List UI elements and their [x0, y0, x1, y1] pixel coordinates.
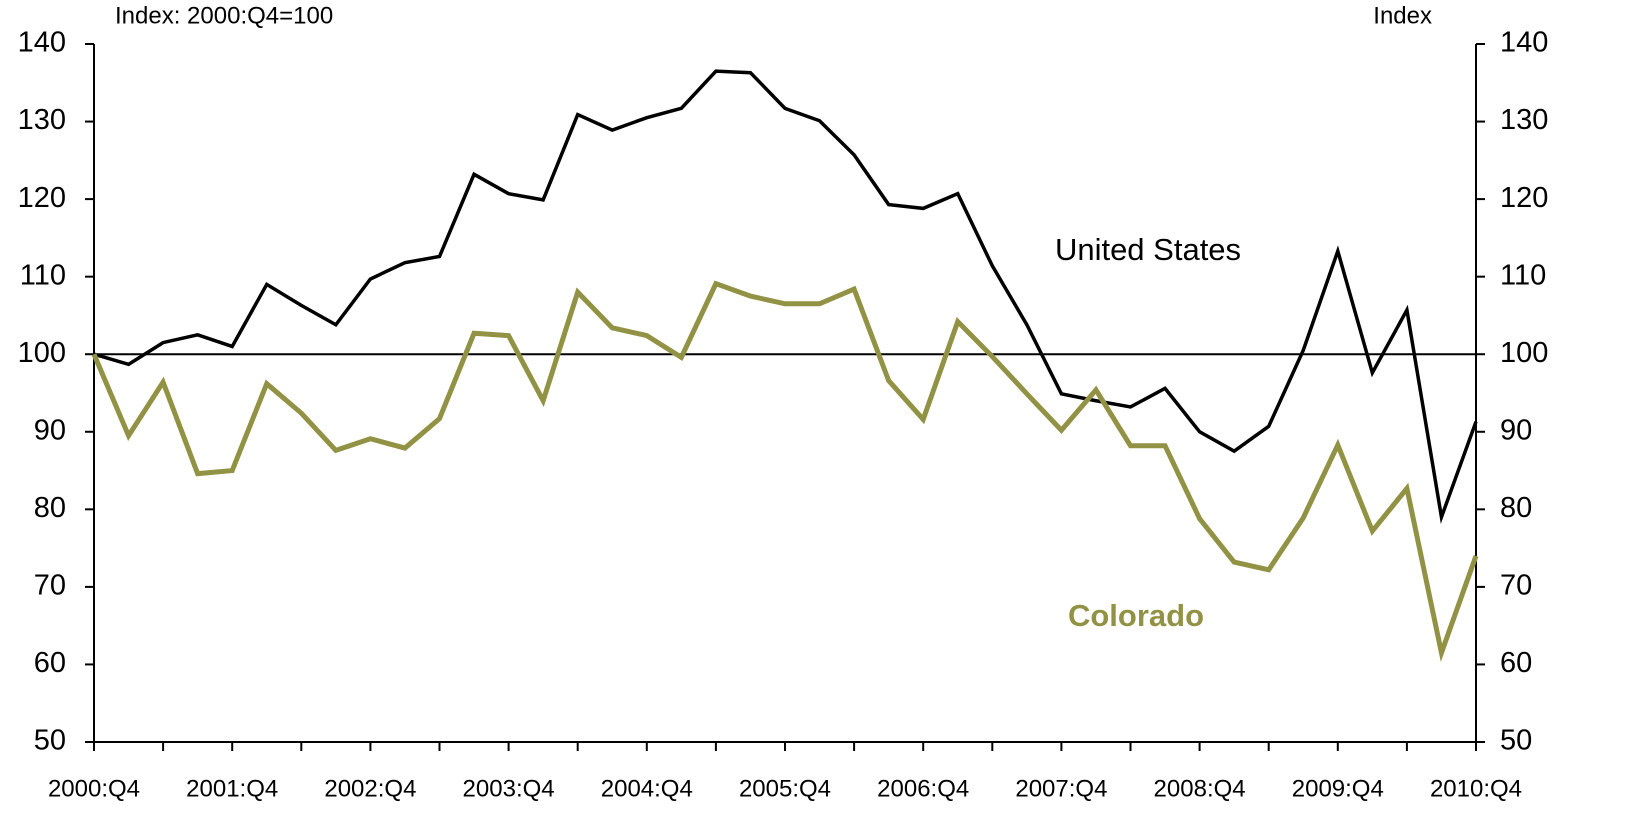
x-tick-label: 2010:Q4	[1430, 775, 1522, 802]
series-label: Colorado	[1068, 598, 1204, 633]
y-tick-label: 100	[18, 337, 66, 369]
y-tick-label: 110	[20, 259, 66, 291]
line-series	[93, 69, 1478, 524]
x-tick-label: 2007:Q4	[1015, 775, 1107, 802]
y2-tick-label: 90	[1500, 414, 1532, 446]
y2-tick-label: 110	[1500, 259, 1546, 291]
y-tick-label: 80	[34, 492, 66, 524]
line-series	[91, 280, 1479, 663]
y2-tick-label: 70	[1500, 570, 1532, 602]
y-axis-label: Index: 2000:Q4=100	[115, 2, 333, 29]
y2-axis-label: Index	[1373, 2, 1432, 29]
y-tick-label: 70	[34, 570, 66, 602]
y-tick-label: 120	[18, 182, 66, 214]
y2-tick-label: 100	[1500, 337, 1548, 369]
y2-tick-label: 50	[1500, 725, 1532, 757]
x-tick-label: 2005:Q4	[739, 775, 831, 802]
x-tick-label: 2003:Q4	[463, 775, 555, 802]
x-tick-label: 2009:Q4	[1292, 775, 1384, 802]
x-tick-label: 2001:Q4	[186, 775, 278, 802]
y2-tick-label: 120	[1500, 182, 1548, 214]
y2-tick-label: 80	[1500, 492, 1532, 524]
y2-tick-label: 130	[1500, 104, 1548, 136]
y2-tick-label: 60	[1500, 647, 1532, 679]
y-tick-label: 90	[34, 414, 66, 446]
x-tick-label: 2002:Q4	[324, 775, 416, 802]
y-tick-label: 50	[34, 725, 66, 757]
y-tick-label: 130	[18, 104, 66, 136]
series-label: United States	[1055, 232, 1241, 267]
x-tick-label: 2006:Q4	[877, 775, 969, 802]
x-tick-label: 2000:Q4	[48, 775, 140, 802]
y-tick-label: 60	[34, 647, 66, 679]
x-tick-label: 2004:Q4	[601, 775, 693, 802]
y2-tick-label: 140	[1500, 27, 1548, 59]
y-tick-label: 140	[18, 27, 66, 59]
x-tick-label: 2008:Q4	[1154, 775, 1246, 802]
